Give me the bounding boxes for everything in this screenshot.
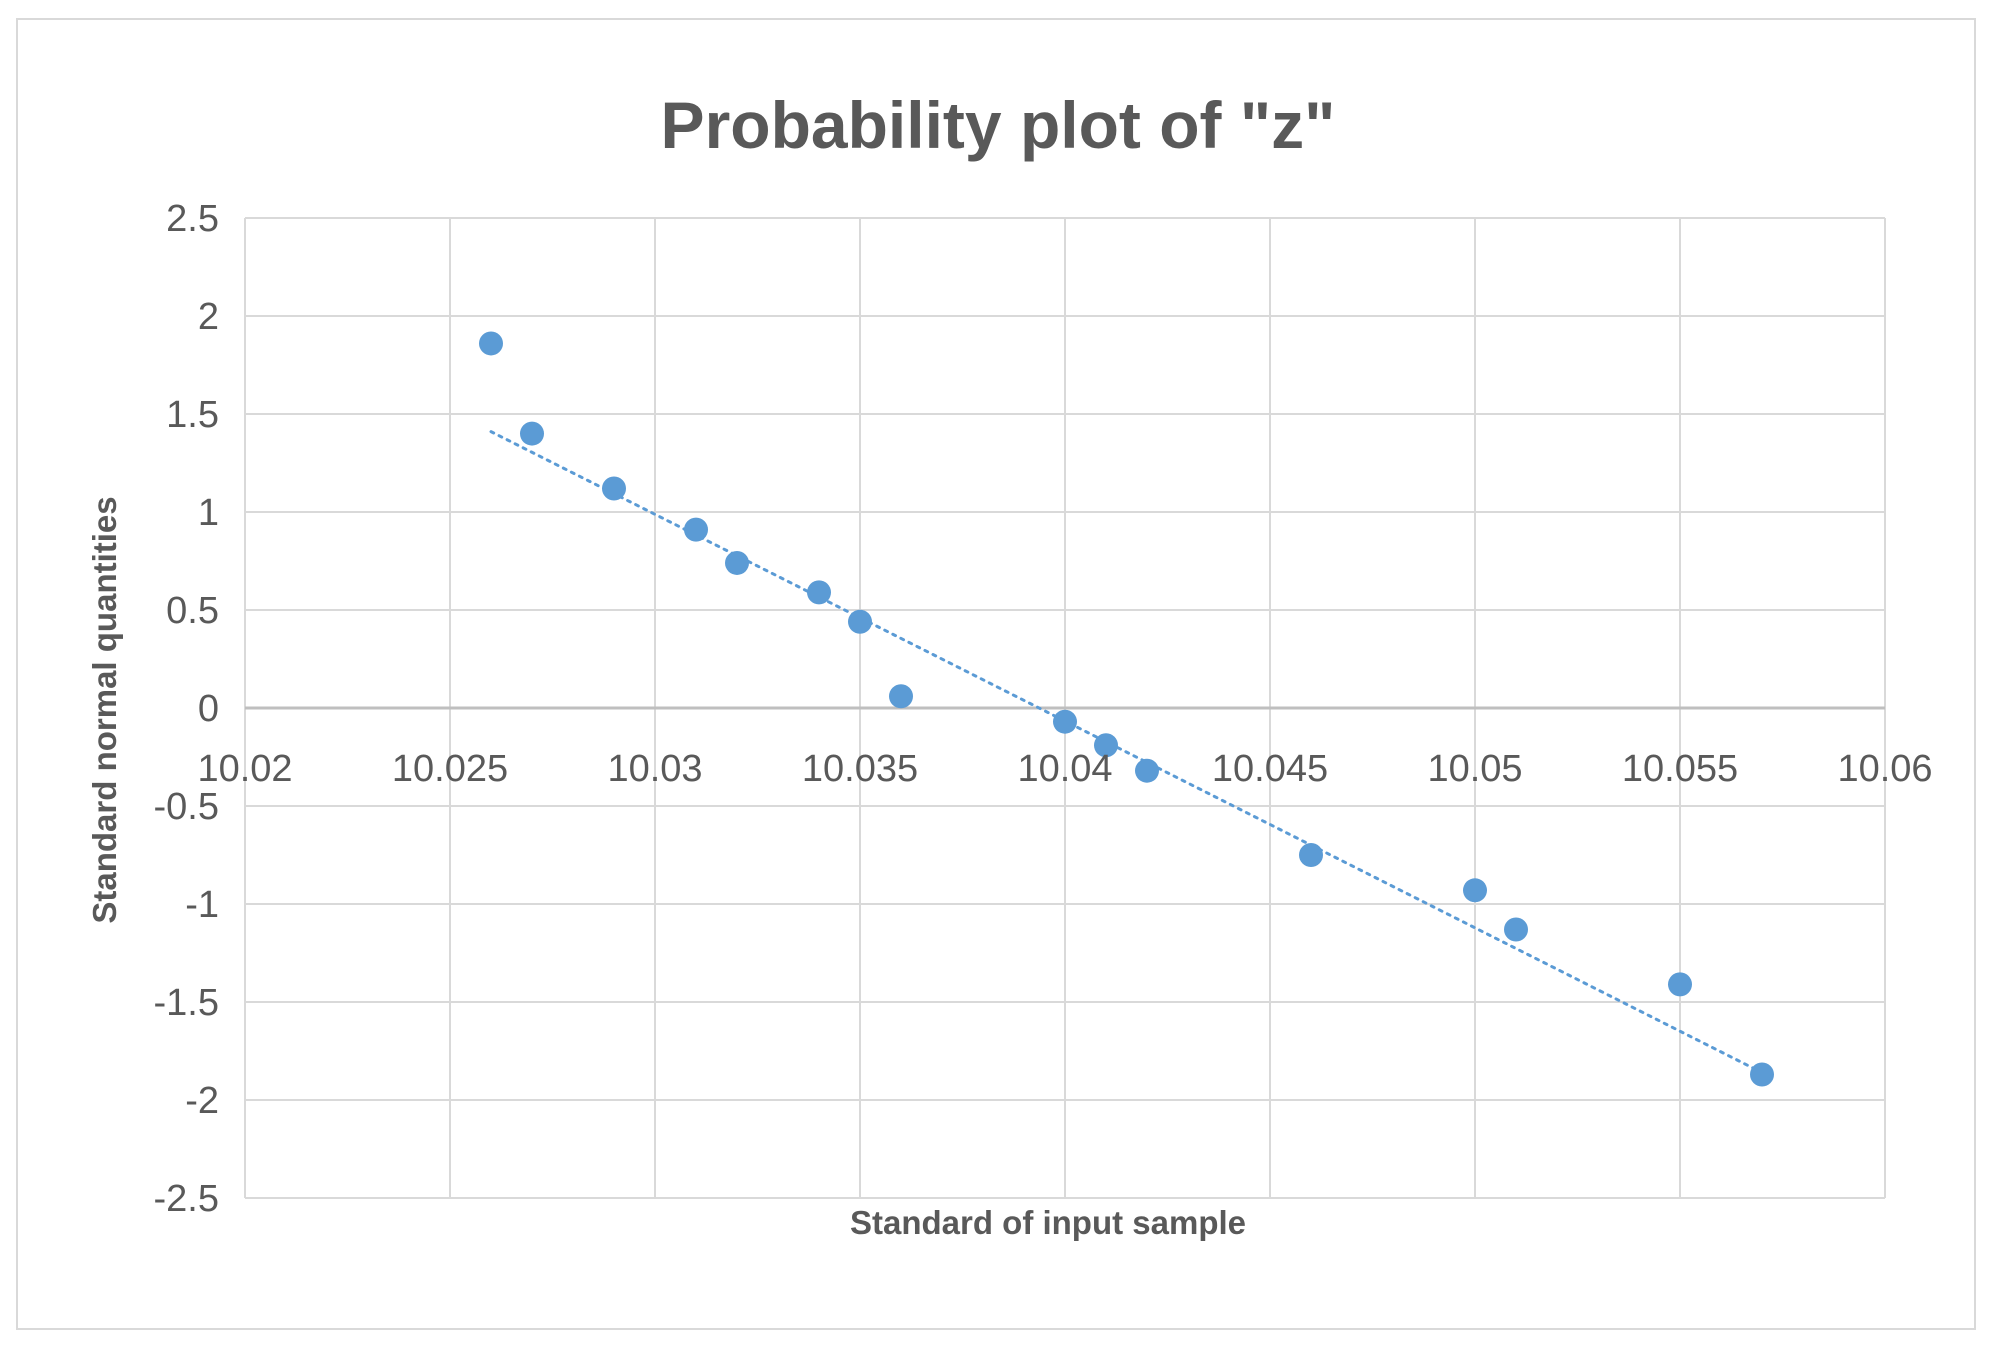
x-tick-label: 10.06	[1837, 748, 1932, 790]
y-tick-label: -2.5	[154, 1178, 219, 1220]
data-point	[602, 476, 626, 501]
y-tick-label: 1.5	[166, 394, 219, 436]
x-tick-label: 10.05	[1427, 748, 1522, 790]
data-points	[479, 331, 1774, 1087]
data-point	[1750, 1062, 1774, 1087]
x-tick-label: 10.025	[392, 748, 508, 790]
y-tick-label: 2.5	[166, 198, 219, 240]
data-point	[520, 421, 544, 446]
x-tick-label: 10.035	[802, 748, 918, 790]
grid-lines	[244, 217, 1886, 1199]
x-tick-label: 10.04	[1017, 748, 1112, 790]
y-tick-label: -2	[185, 1080, 219, 1122]
data-point	[1135, 758, 1159, 783]
data-point	[1463, 878, 1487, 903]
x-tick-label: 10.03	[607, 748, 702, 790]
data-point	[807, 580, 831, 605]
data-point	[1053, 709, 1077, 734]
chart-frame: 10.02 10.025 10.03 10.035 10.04 10.045 10.05 10…	[16, 18, 1976, 1330]
x-tick-label: 10.045	[1212, 748, 1328, 790]
data-point	[1299, 843, 1323, 867]
y-tick-label: 0.5	[166, 590, 219, 632]
y-tick-label: 0	[198, 688, 219, 730]
data-point	[1668, 972, 1692, 997]
x-tick-label: 10.02	[197, 748, 292, 790]
data-point	[848, 609, 872, 634]
data-point	[684, 517, 708, 542]
y-tick-label: -1.5	[154, 982, 219, 1024]
data-point	[1504, 917, 1528, 942]
y-tick-label: 1	[198, 492, 219, 534]
y-axis-title: Standard normal quantities	[86, 496, 123, 923]
y-tick-label: -1	[185, 884, 219, 926]
chart-title: Probability plot of "z"	[661, 88, 1336, 162]
data-point	[1094, 733, 1118, 758]
probability-plot: 10.02 10.025 10.03 10.035 10.04 10.045 10.05 10…	[86, 88, 1933, 1241]
y-tick-label: -0.5	[154, 786, 219, 828]
y-tick-label: 2	[198, 296, 219, 338]
x-tick-label: 10.055	[1622, 748, 1738, 790]
tick-labels: 10.02 10.025 10.03 10.035 10.04 10.045 10.05 10…	[154, 198, 1933, 1220]
data-point	[725, 550, 749, 575]
data-point	[889, 684, 913, 709]
x-axis-title: Standard of input sample	[850, 1204, 1246, 1241]
data-point	[479, 331, 503, 356]
